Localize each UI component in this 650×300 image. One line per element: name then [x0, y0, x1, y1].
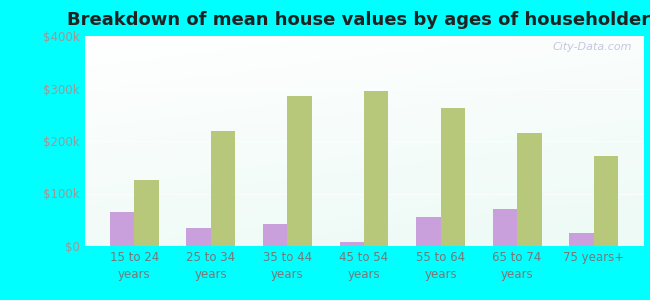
Bar — [110, 212, 135, 246]
Bar — [416, 217, 441, 246]
Bar — [187, 228, 211, 246]
Bar — [263, 224, 287, 246]
Title: Breakdown of mean house values by ages of householders: Breakdown of mean house values by ages o… — [67, 11, 650, 29]
Bar — [517, 133, 541, 246]
Bar — [593, 156, 618, 246]
Bar — [364, 91, 389, 246]
Bar — [441, 109, 465, 246]
Bar — [339, 242, 364, 246]
Bar — [211, 130, 235, 246]
Bar — [135, 180, 159, 246]
Bar — [493, 209, 517, 246]
Bar — [287, 96, 312, 246]
Text: City-Data.com: City-Data.com — [552, 42, 632, 52]
Bar — [569, 233, 593, 246]
